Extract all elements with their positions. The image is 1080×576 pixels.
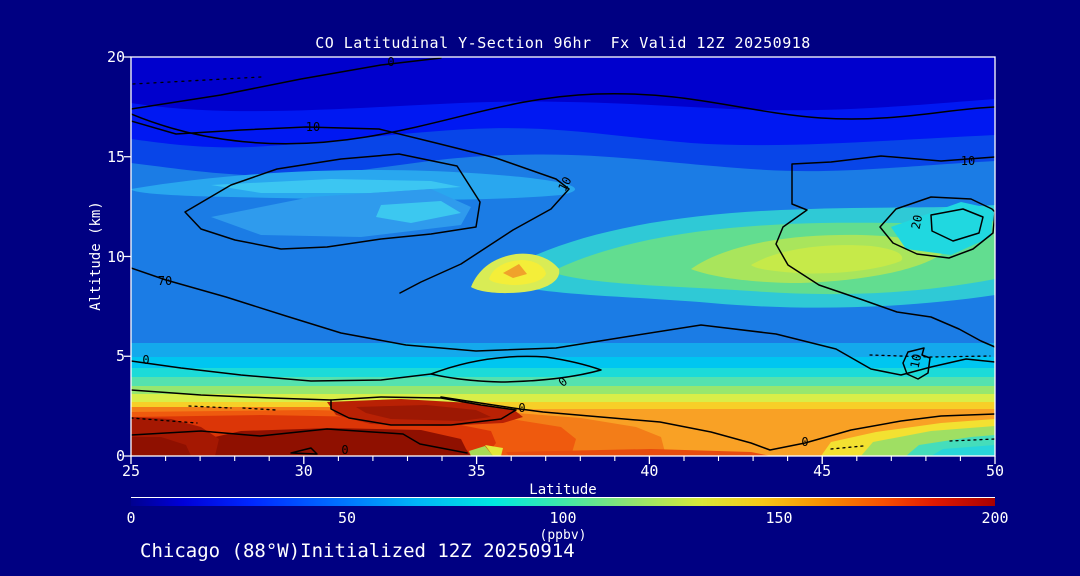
x-tick-45: 45 <box>813 462 832 480</box>
y-tick-0: 0 <box>115 447 125 465</box>
colorbar-tick-0: 0 <box>126 509 136 527</box>
chart-title: CO Latitudinal Y-Section 96hr Fx Valid 1… <box>315 34 811 52</box>
contour-plot <box>124 56 996 464</box>
colorbar-tick-150: 150 <box>765 509 793 527</box>
contour-label-0-bottomright: 0 <box>801 435 809 449</box>
y-tick-20: 20 <box>106 48 125 66</box>
colorbar-tick-50: 50 <box>337 509 357 527</box>
contour-fill-layers <box>131 57 995 456</box>
x-axis-label: Latitude <box>529 482 597 498</box>
colorbar-tick-200: 200 <box>981 509 1009 527</box>
contour-label-0-left: 0 <box>142 353 150 367</box>
contour-label-0-surface: 0 <box>341 443 349 457</box>
x-tick-30: 30 <box>294 462 313 480</box>
contour-label-70-left: 70 <box>157 274 173 288</box>
x-tick-40: 40 <box>640 462 659 480</box>
x-tick-25: 25 <box>121 462 141 480</box>
contour-lines <box>131 57 995 455</box>
contour-label-0-low: 0 <box>518 401 526 415</box>
colorbar-tick-100: 100 <box>549 509 577 527</box>
axis-frame <box>124 56 996 464</box>
y-tick-10: 10 <box>106 248 125 266</box>
contour-label-10-right: 10 <box>960 154 976 168</box>
x-tick-50: 50 <box>985 462 1005 480</box>
contour-label-10-island: 10 <box>907 352 925 370</box>
y-tick-5: 5 <box>115 347 125 365</box>
x-tick-35: 35 <box>467 462 486 480</box>
colorbar <box>131 497 995 506</box>
contour-label-10-left: 10 <box>305 120 321 134</box>
y-tick-15: 15 <box>106 148 125 166</box>
footer-init-text: Chicago (88°W)Initialized 12Z 20250914 <box>140 540 575 562</box>
contour-label-0-top: 0 <box>387 55 395 69</box>
colorbar-units: (ppbv) <box>539 528 587 543</box>
contour-label-20-right: 20 <box>908 213 926 231</box>
